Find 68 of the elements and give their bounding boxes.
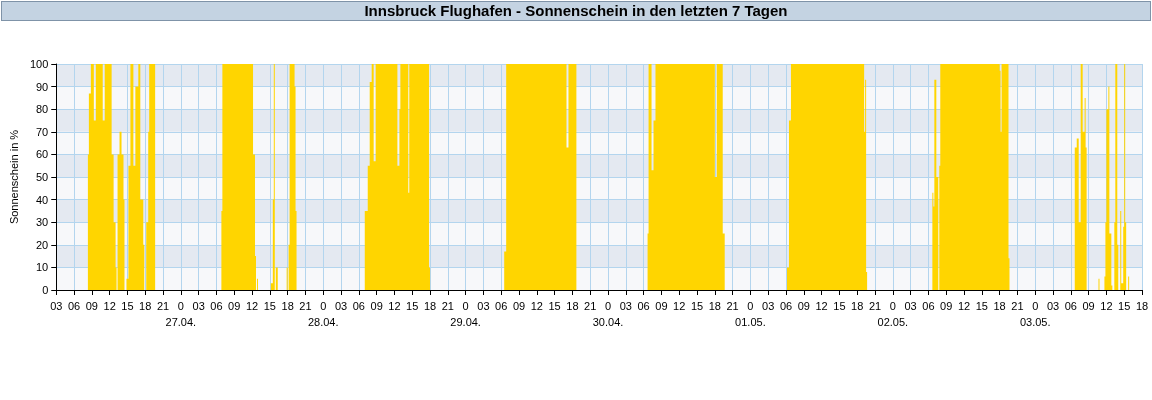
x-tick-label: 06 [779,300,793,312]
x-tick-label: 21 [156,300,170,312]
x-tick-label: 21 [868,300,882,312]
y-tick-label: 10 [36,261,49,274]
x-tick-label: 12 [388,300,401,312]
x-tick-label: 06 [495,300,508,312]
x-tick-label: 03 [50,300,63,312]
x-tick-label: 18 [139,300,152,312]
x-tick-label: 03 [192,300,205,312]
x-tick-label: 12 [957,300,971,312]
x-tick-label: 15 [1118,300,1131,312]
y-tick-label: 20 [36,238,49,251]
x-tick-label: 18 [423,300,437,312]
x-tick-label: 21 [299,300,312,312]
x-tick-label: 09 [797,300,810,312]
x-tick-label: 18 [851,300,864,312]
x-tick-label: 18 [1135,300,1149,312]
x-tick-label: 18 [708,300,721,312]
x-tick-label: 03 [904,300,917,312]
x-tick-label: 18 [993,300,1006,312]
y-tick-label: 90 [36,80,49,93]
x-tick-label: 18 [281,300,294,312]
x-tick-label: 15 [833,300,846,312]
x-tick-label: 09 [512,300,526,312]
x-tick-label: 12 [530,300,543,312]
x-tick-label: 09 [228,300,241,312]
x-tick-label: 09 [1082,300,1095,312]
y-tick-label: 100 [29,58,49,70]
x-tick-label: 12 [103,300,116,312]
x-tick-label: 06 [67,300,81,312]
y-axis-title: Sonnenschein in % [7,129,20,225]
x-tick-label: 18 [566,300,579,312]
x-tick-label: 21 [441,300,454,312]
x-tick-label: 15 [121,300,134,312]
y-tick-label: 80 [36,103,49,116]
x-tick-label: 09 [370,300,383,312]
y-tick-label: 0 [42,284,49,296]
x-tick-label: 03 [334,300,348,312]
x-tick-label: 15 [975,300,988,312]
x-tick-label: 09 [85,300,98,312]
x-tick-label: 06 [352,300,365,312]
x-tick-label: 06 [922,300,935,312]
x-tick-label: 15 [406,300,419,312]
x-tick-label: 12 [1100,300,1113,312]
x-tick-label: 21 [584,300,597,312]
x-tick-label: 12 [815,300,828,312]
x-tick-label: 21 [1011,300,1024,312]
chart-title: Innsbruck Flughafen - Sonnenschein in den letzten 7 Tagen [1,1,1151,21]
y-tick-label: 40 [36,193,49,206]
y-tick-label: 50 [36,171,49,183]
x-tick-label: 03 [762,300,775,312]
x-tick-label: 15 [690,300,704,312]
x-tick-label: 03 [477,300,490,312]
y-tick-label: 70 [36,125,49,138]
x-tick-label: 12 [245,300,259,312]
x-tick-label: 06 [1064,300,1077,312]
x-tick-label: 09 [940,300,953,312]
x-tick-label: 03 [619,300,632,312]
x-tick-label: 12 [673,300,686,312]
x-tick-label: 06 [210,300,223,312]
x-tick-label: 06 [637,300,650,312]
y-tick-label: 30 [36,216,49,229]
y-tick-label: 60 [36,148,49,161]
x-tick-label: 15 [263,300,276,312]
x-tick-label: 09 [655,300,668,312]
x-tick-label: 15 [548,300,561,312]
x-tick-label: 21 [726,300,739,312]
x-tick-label: 03 [1046,300,1060,312]
